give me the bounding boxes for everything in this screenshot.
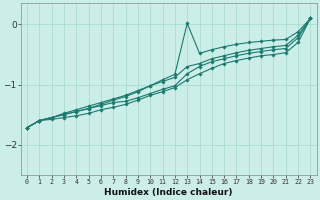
X-axis label: Humidex (Indice chaleur): Humidex (Indice chaleur)	[104, 188, 233, 197]
